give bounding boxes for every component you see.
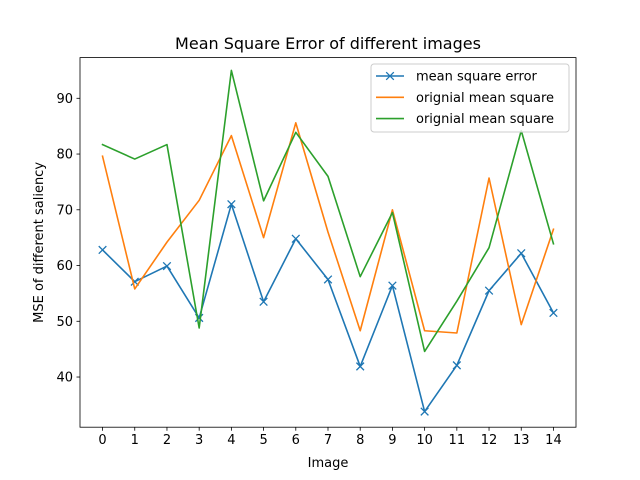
data-point	[98, 245, 107, 255]
x-tick-label: 8	[356, 433, 364, 448]
x-tick-label: 9	[388, 433, 396, 448]
data-point	[227, 199, 236, 209]
series-line	[101, 122, 555, 334]
legend-label: orignial mean square	[416, 112, 554, 127]
data-point	[291, 234, 301, 244]
chart-title: Mean Square Error of different images	[175, 34, 481, 53]
data-point	[516, 249, 526, 258]
series-1	[98, 199, 558, 416]
data-point	[549, 308, 558, 318]
series-3	[101, 69, 555, 353]
x-tick-label: 14	[545, 433, 562, 448]
x-axis-label: Image	[308, 456, 349, 471]
y-tick-label: 70	[56, 203, 73, 218]
x-axis: 0 1 2 3 4 5 6 7 8 9 10 11 12 13 14	[98, 427, 562, 448]
legend-label: mean square error	[416, 70, 538, 85]
x-tick-label: 6	[292, 433, 300, 448]
y-tick-label: 60	[56, 259, 73, 274]
legend-marker	[385, 71, 395, 81]
legend: mean square error orignial mean square ori…	[370, 63, 570, 133]
series-layer	[98, 69, 558, 416]
y-axis-label: MSE of different saliency	[32, 162, 47, 323]
x-tick-label: 0	[98, 433, 106, 448]
y-tick-label: 50	[56, 315, 73, 330]
y-tick-label: 40	[56, 371, 73, 386]
y-tick-label: 90	[56, 92, 73, 107]
series-2	[101, 122, 555, 334]
series-line	[101, 69, 555, 353]
data-point	[259, 297, 268, 307]
x-tick-label: 13	[513, 433, 530, 448]
x-tick-label: 1	[131, 433, 139, 448]
x-tick-label: 12	[481, 433, 498, 448]
x-tick-label: 5	[259, 433, 267, 448]
data-point	[420, 407, 429, 416]
x-tick-label: 2	[163, 433, 171, 448]
data-point	[484, 286, 494, 295]
data-point	[452, 361, 462, 370]
x-tick-label: 4	[227, 433, 235, 448]
x-tick-label: 10	[416, 433, 433, 448]
data-point	[162, 261, 172, 271]
x-tick-label: 11	[449, 433, 466, 448]
data-point	[355, 362, 365, 371]
y-tick-label: 80	[56, 148, 73, 163]
legend-label: orignial mean square	[416, 91, 554, 106]
data-point	[323, 275, 333, 284]
x-tick-label: 7	[324, 433, 332, 448]
data-point	[388, 281, 397, 290]
y-axis: 40 50 60 70 80 90	[56, 92, 80, 386]
legend-box	[370, 63, 570, 133]
x-tick-label: 3	[195, 433, 203, 448]
